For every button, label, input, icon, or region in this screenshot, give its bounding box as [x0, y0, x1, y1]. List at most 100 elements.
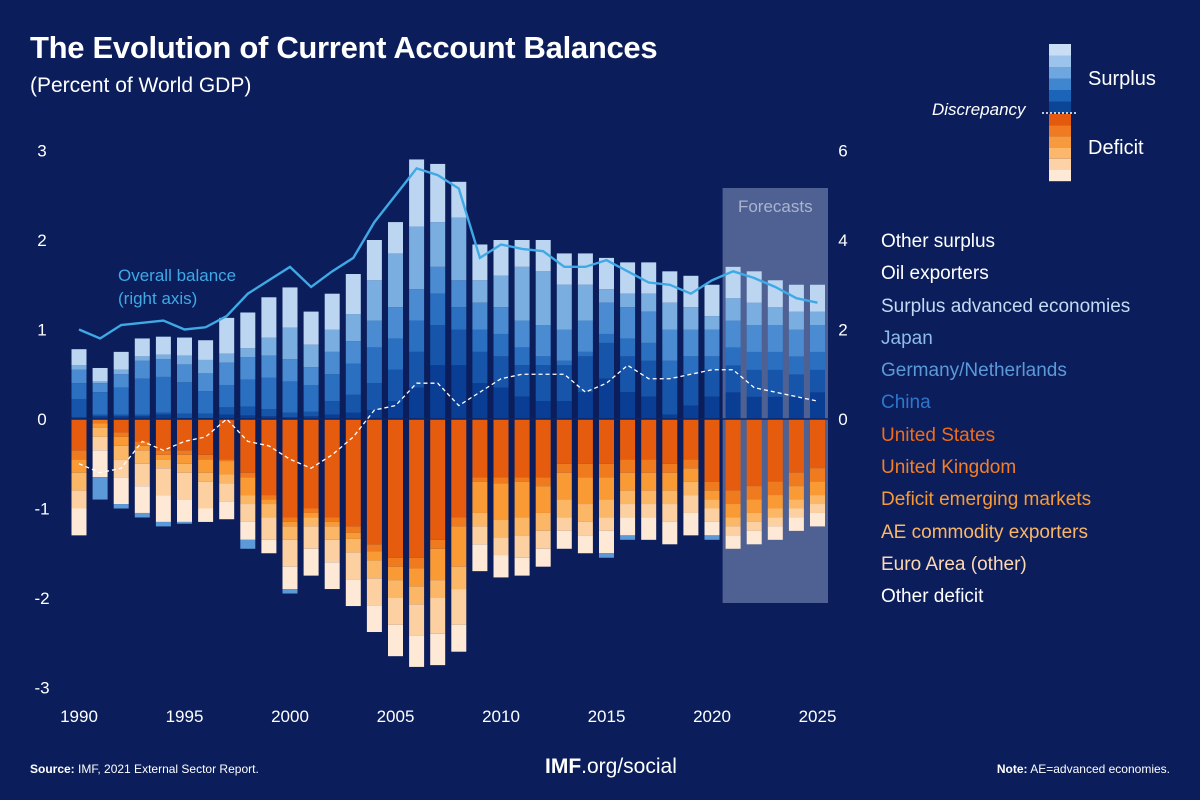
bar-segment	[767, 495, 783, 509]
bar-segment	[92, 419, 108, 424]
bar-segment	[514, 419, 530, 478]
bar-segment	[620, 517, 636, 536]
bar-segment	[725, 266, 741, 299]
bar-segment	[556, 463, 572, 473]
bar-segment	[767, 526, 783, 540]
bar-segment	[493, 240, 509, 276]
bar-segment	[810, 481, 825, 496]
overall-balance-label: Overall balance	[118, 266, 236, 285]
bar-segment	[788, 499, 804, 509]
bar-segment	[725, 298, 741, 321]
bar-segment	[261, 297, 277, 338]
bar-segment	[388, 566, 403, 581]
bar-segment	[746, 486, 762, 500]
key-deficit-swatch	[1049, 114, 1071, 126]
bar-segment	[704, 396, 720, 419]
bar-segment	[409, 604, 425, 636]
x-tick-label: 2020	[693, 707, 731, 726]
bar-segment	[704, 316, 720, 330]
bar-segment	[240, 357, 256, 380]
bar-segment	[451, 365, 467, 419]
bar-segment	[324, 539, 340, 563]
bar-segment	[620, 307, 636, 339]
note-label: Note:	[996, 762, 1028, 776]
legend-item: Surplus advanced economies	[881, 295, 1131, 317]
bar-segment	[324, 293, 340, 330]
bar-segment	[704, 508, 720, 522]
bar-segment	[662, 414, 678, 419]
bar-segment	[746, 325, 762, 352]
bar-segment	[767, 481, 783, 496]
bar-segment	[282, 589, 298, 594]
bar-segment	[472, 477, 488, 482]
discrepancy-line	[78, 364, 818, 474]
bar-segment	[113, 387, 129, 415]
bar-segment	[746, 512, 762, 522]
bar-segment	[577, 284, 593, 321]
bar-segment	[704, 369, 720, 397]
bar-segment	[113, 477, 129, 505]
bar-segment	[556, 360, 572, 366]
key-surplus-swatch	[1049, 90, 1071, 102]
source-text: IMF, 2021 External Sector Report.	[78, 762, 259, 776]
bar-segment	[641, 262, 657, 294]
bar-segment	[198, 472, 214, 482]
bar-segment	[388, 222, 403, 254]
bar-segment	[177, 521, 192, 524]
legend-item: China	[881, 392, 931, 414]
bar-segment	[324, 401, 340, 415]
bar-segment	[683, 419, 699, 460]
bar-segment	[683, 405, 699, 419]
bar-segment	[177, 450, 192, 455]
x-tick-label: 2010	[482, 707, 520, 726]
bar-segment	[810, 351, 825, 370]
bar-segment	[493, 555, 509, 578]
bar-segment	[71, 417, 87, 419]
bar-segment	[261, 419, 277, 496]
bar-segment	[113, 351, 129, 370]
bar-segment	[788, 356, 804, 375]
bar-segment	[261, 499, 277, 505]
bar-segment	[472, 329, 488, 352]
bar-segment	[388, 307, 403, 339]
legend-item: Japan	[881, 327, 933, 349]
bar-segment	[324, 351, 340, 375]
bar-segment	[134, 378, 150, 415]
y2-tick-label: 0	[838, 410, 847, 429]
bar-segment	[767, 369, 783, 397]
bar-segment	[345, 314, 361, 342]
bar-segment	[134, 360, 150, 379]
bar-segment	[240, 379, 256, 407]
bar-segment	[155, 468, 171, 496]
bar-segment	[240, 472, 256, 478]
bar-segment	[514, 535, 530, 558]
bar-segment	[810, 419, 825, 469]
bar-segment	[92, 427, 108, 437]
bar-segment	[324, 517, 340, 522]
bar-segment	[92, 436, 108, 451]
bar-segment	[430, 580, 446, 598]
key-surplus-swatch	[1049, 44, 1071, 56]
bar-segment	[599, 378, 614, 419]
bar-segment	[303, 508, 319, 513]
bar-segment	[493, 387, 509, 419]
bar-segment	[641, 490, 657, 505]
bar-segment	[577, 320, 593, 352]
bar-segment	[324, 374, 340, 402]
bar-segment	[535, 356, 551, 366]
bar-segment	[240, 415, 256, 419]
bar-segment	[134, 445, 150, 451]
bar-segment	[240, 539, 256, 549]
bar-segment	[261, 377, 277, 410]
bar-segment	[556, 365, 572, 402]
bar-segment	[535, 530, 551, 549]
y-tick-label: 3	[37, 142, 46, 161]
bar-segment	[240, 419, 256, 473]
bar-segment	[219, 407, 235, 415]
brand-link[interactable]: IMF.org/social	[545, 755, 677, 779]
bar-segment	[535, 486, 551, 513]
bar-segment	[577, 419, 593, 464]
bar-segment	[514, 266, 530, 321]
bar-segment	[767, 508, 783, 518]
bar-segment	[388, 598, 403, 625]
